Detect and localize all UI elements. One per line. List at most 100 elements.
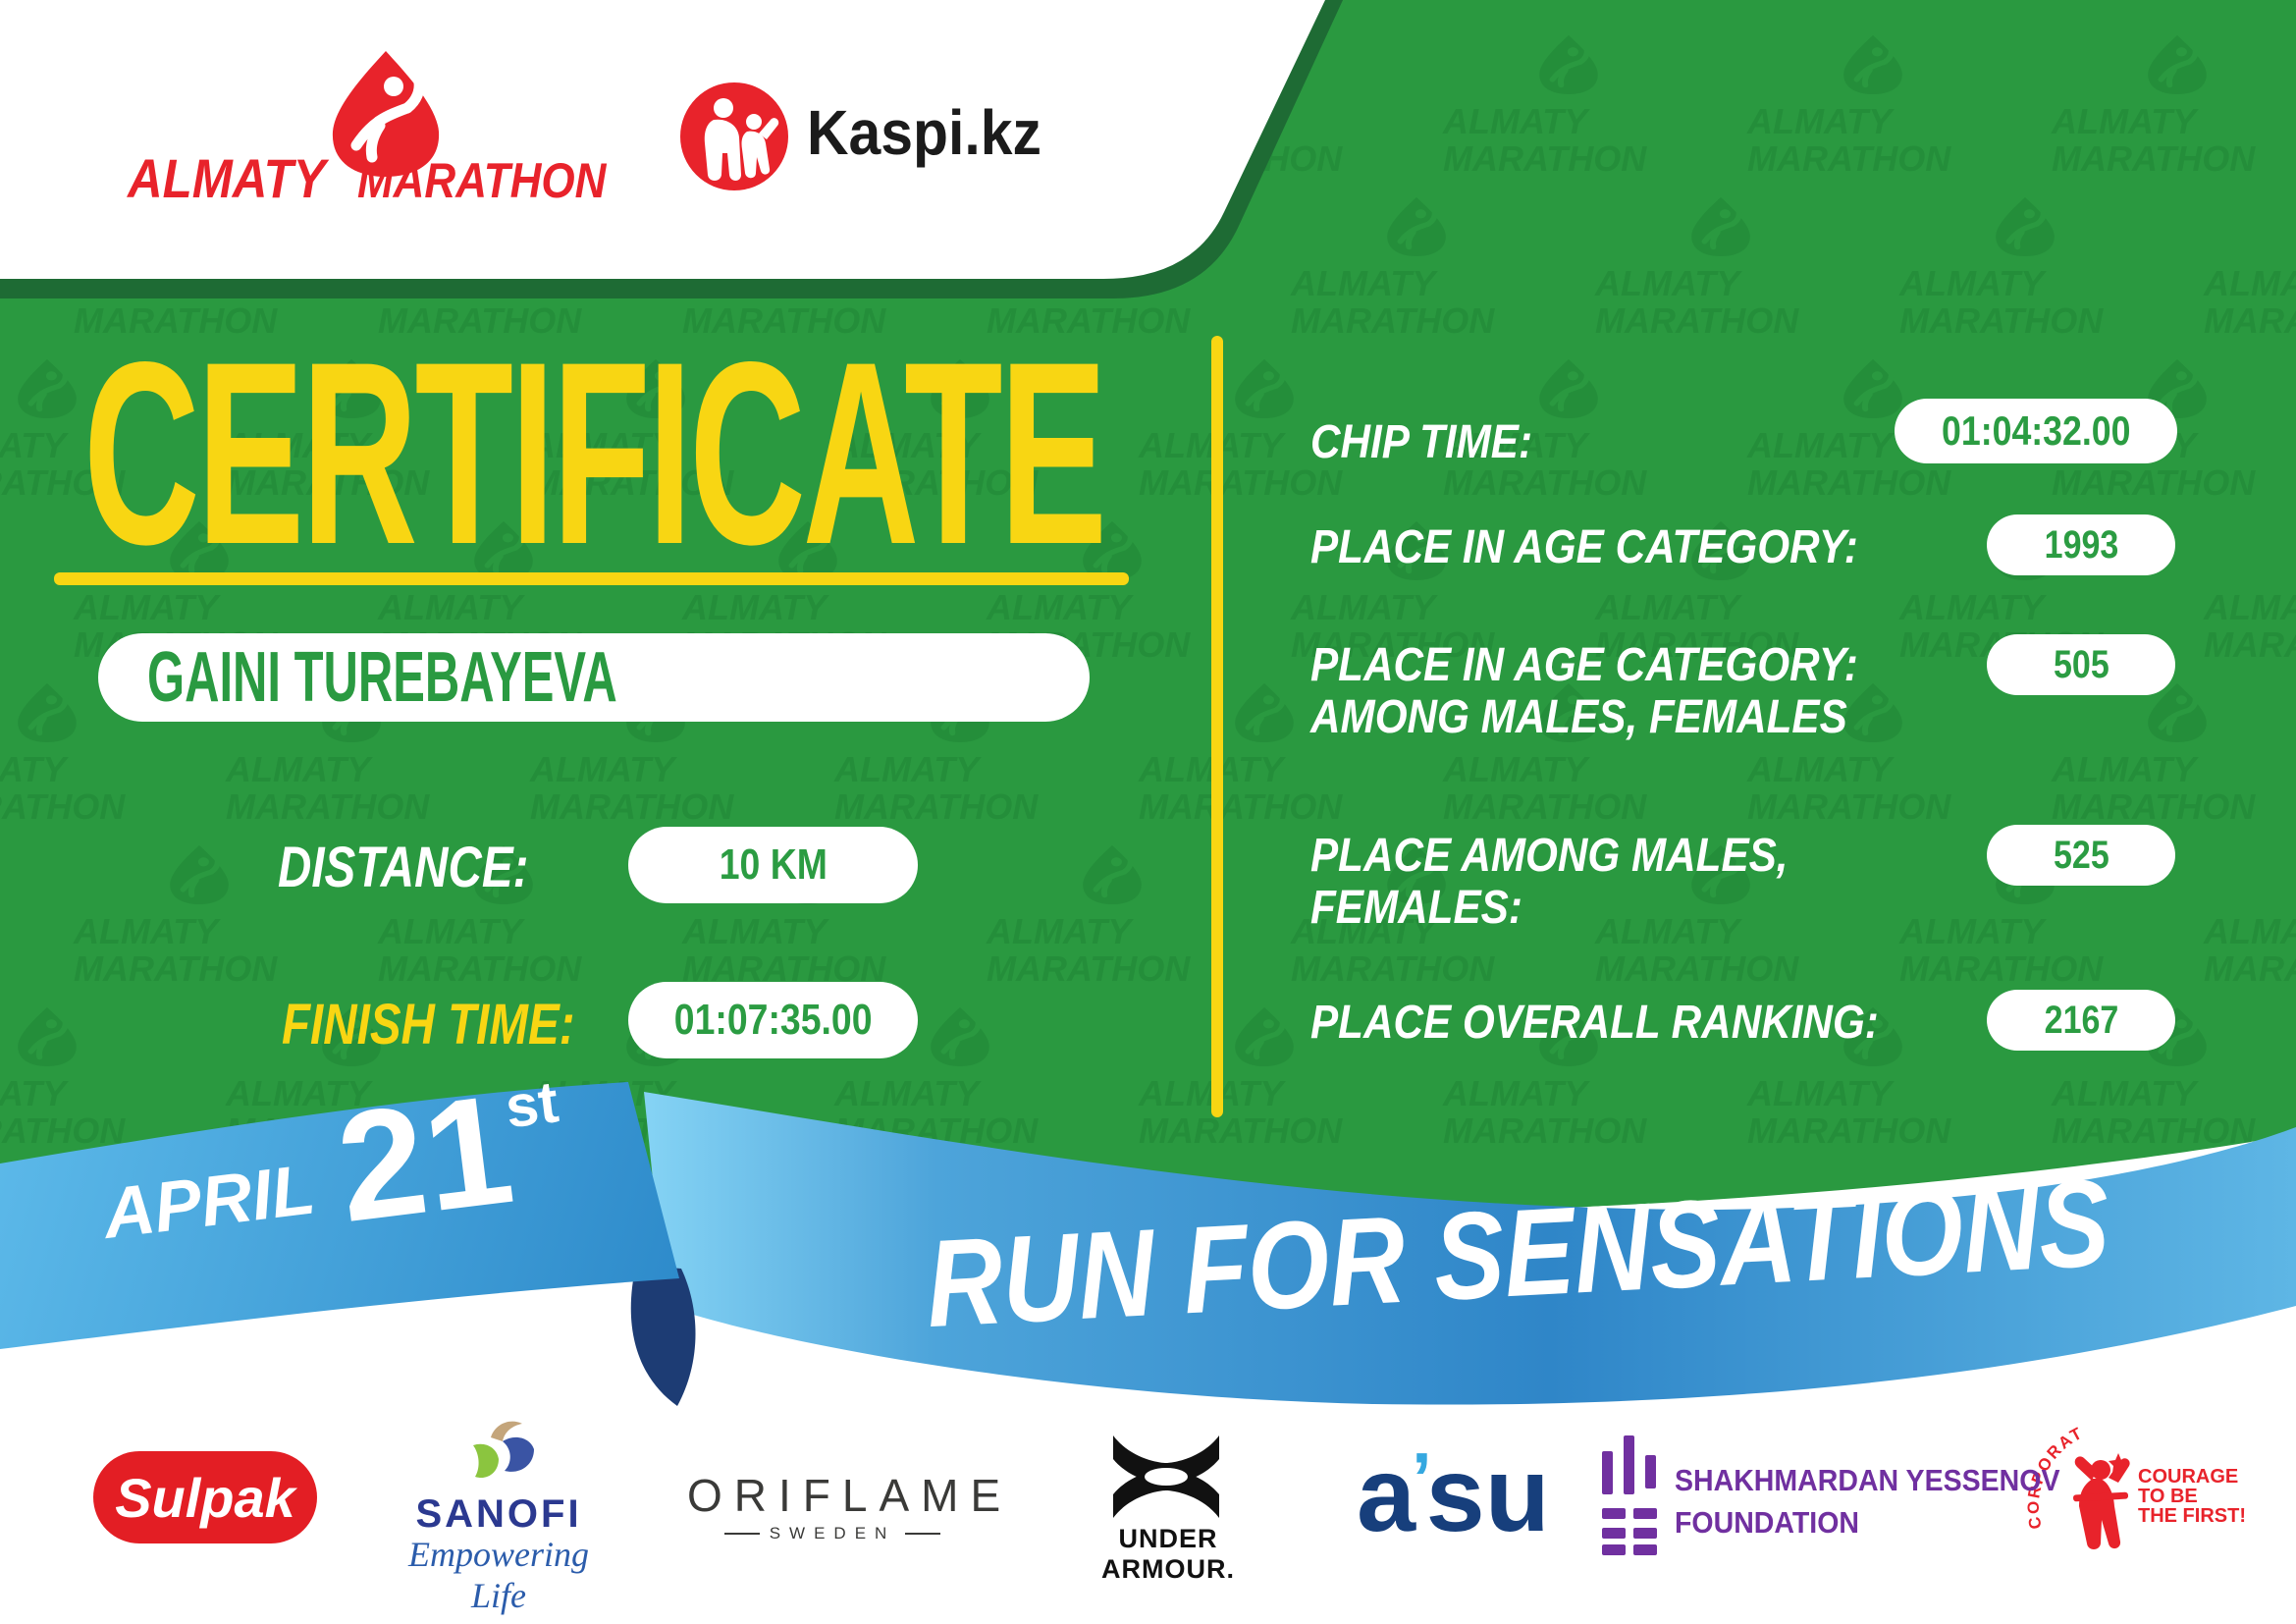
sanofi-bird-icon — [473, 1421, 534, 1479]
svg-text:MARATHON: MARATHON — [74, 948, 278, 989]
svg-text:ALMATY: ALMATY — [681, 587, 829, 627]
svg-text:ALMATY: ALMATY — [1442, 101, 1590, 141]
under-armour-wordmark: UNDER ARMOUR. — [1101, 1524, 1235, 1584]
svg-text:MARATHON: MARATHON — [1747, 462, 1951, 503]
courage-runner-icon — [2073, 1453, 2130, 1549]
svg-text:ALMATY: ALMATY — [0, 425, 69, 465]
age-category-pill: 1993 — [1987, 514, 2175, 575]
yessenov-line1: SHAKHMARDAN YESSENOV — [1675, 1463, 2060, 1497]
yessenov-foundation-icon — [1602, 1435, 1657, 1555]
svg-text:MARATHON: MARATHON — [1595, 624, 1799, 665]
svg-text:MARATHON: MARATHON — [834, 462, 1039, 503]
svg-text:MARATHON: MARATHON — [226, 462, 430, 503]
svg-text:MARATHON: MARATHON — [2052, 1110, 2256, 1151]
event-day: 21 — [329, 1061, 521, 1255]
svg-text:ALMATY: ALMATY — [1442, 425, 1590, 465]
svg-text:ALMATY: ALMATY — [1898, 911, 2047, 951]
svg-text:ALMATY: ALMATY — [225, 1073, 373, 1113]
title-underline — [54, 572, 1129, 585]
svg-text:ALMATY: ALMATY — [225, 749, 373, 789]
sulpak-logo: Sulpak — [93, 1451, 317, 1543]
svg-text:ALMATY: ALMATY — [1746, 425, 1895, 465]
svg-text:ALMATY: ALMATY — [377, 587, 525, 627]
svg-text:ALMATY: ALMATY — [225, 425, 373, 465]
svg-text:ALMATY: ALMATY — [1746, 1073, 1895, 1113]
finish-time-label: FINISH TIME: — [282, 993, 575, 1056]
svg-text:MARATHON: MARATHON — [74, 300, 278, 341]
under-armour-icon — [1113, 1435, 1219, 1518]
place-gender-pill: 525 — [1987, 825, 2175, 886]
sanofi-tagline: Empowering Life — [408, 1535, 589, 1615]
svg-text:ALMATY: ALMATY — [2203, 911, 2296, 951]
age-category-label: PLACE IN AGE CATEGORY: — [1310, 521, 1858, 573]
finish-time-value-pill: 01:07:35.00 — [628, 982, 918, 1058]
svg-text:MARATHON: MARATHON — [682, 300, 886, 341]
svg-text:ALMATY: ALMATY — [833, 749, 982, 789]
svg-text:ALMATY: ALMATY — [529, 425, 677, 465]
oriflame-wordmark: ORIFLAME — [687, 1470, 1013, 1521]
svg-text:MARATHON: MARATHON — [2052, 462, 2256, 503]
header-white-panel — [0, 0, 1325, 279]
svg-text:MARATHON: MARATHON — [1443, 786, 1647, 827]
age-category-gender-label: PLACE IN AGE CATEGORY: AMONG MALES, FEMA… — [1310, 639, 1858, 744]
ribbon-right-band — [644, 1092, 2296, 1405]
kaspi-wordmark: Kaspi.kz — [807, 97, 1041, 168]
svg-text:MARATHON: MARATHON — [987, 948, 1191, 989]
svg-text:ALMATY: ALMATY — [0, 749, 69, 789]
place-gender-label: PLACE AMONG MALES, FEMALES: — [1310, 830, 1789, 935]
svg-text:MARATHON: MARATHON — [226, 786, 430, 827]
svg-text:MARATHON: MARATHON — [1443, 1110, 1647, 1151]
kaspi-logo-icon — [680, 82, 788, 190]
svg-text:MARATHON: MARATHON — [2204, 300, 2296, 341]
age-category-gender-line1: PLACE IN AGE CATEGORY: — [1310, 639, 1858, 691]
yessenov-line2: FOUNDATION — [1675, 1505, 1860, 1540]
yessenov-foundation-wordmark: SHAKHMARDAN YESSENOV FOUNDATION — [1675, 1465, 2094, 1538]
svg-text:MARATHON: MARATHON — [378, 948, 582, 989]
svg-text:ALMATY: ALMATY — [73, 911, 221, 951]
svg-text:ALMATY: ALMATY — [73, 587, 221, 627]
oriflame-sweden-label: SWEDEN — [724, 1524, 940, 1543]
svg-text:ALMATY: ALMATY — [1898, 587, 2047, 627]
green-background — [0, 0, 2296, 1214]
svg-text:ALMATY: ALMATY — [2051, 1073, 2199, 1113]
svg-text:ALMATY: ALMATY — [1442, 749, 1590, 789]
svg-text:MARATHON: MARATHON — [834, 786, 1039, 827]
place-gender-line2: FEMALES: — [1310, 881, 1522, 934]
svg-text:MARATHON: MARATHON — [1747, 786, 1951, 827]
finish-time-value: 01:07:35.00 — [673, 996, 873, 1044]
svg-text:ALMATY: ALMATY — [986, 587, 1134, 627]
svg-text:MARATHON: MARATHON — [1291, 624, 1495, 665]
svg-text:ALMATY: ALMATY — [1594, 263, 1742, 303]
svg-text:MARATHON: MARATHON — [1747, 1110, 1951, 1151]
chip-time-value: 01:04:32.00 — [1941, 407, 2131, 454]
distance-value: 10 KM — [719, 840, 828, 889]
svg-text:MARATHON: MARATHON — [0, 1110, 126, 1151]
svg-text:MARATHON: MARATHON — [530, 786, 734, 827]
svg-text:ALMATY: ALMATY — [986, 911, 1134, 951]
sanofi-wordmark: SANOFI — [415, 1492, 582, 1536]
svg-text:MARATHON: MARATHON — [1443, 462, 1647, 503]
svg-text:MARATHON: MARATHON — [1291, 948, 1495, 989]
svg-text:ALMATY: ALMATY — [1746, 749, 1895, 789]
age-category-gender-value: 505 — [2053, 642, 2109, 686]
almaty-marathon-runner-icon — [332, 51, 440, 177]
